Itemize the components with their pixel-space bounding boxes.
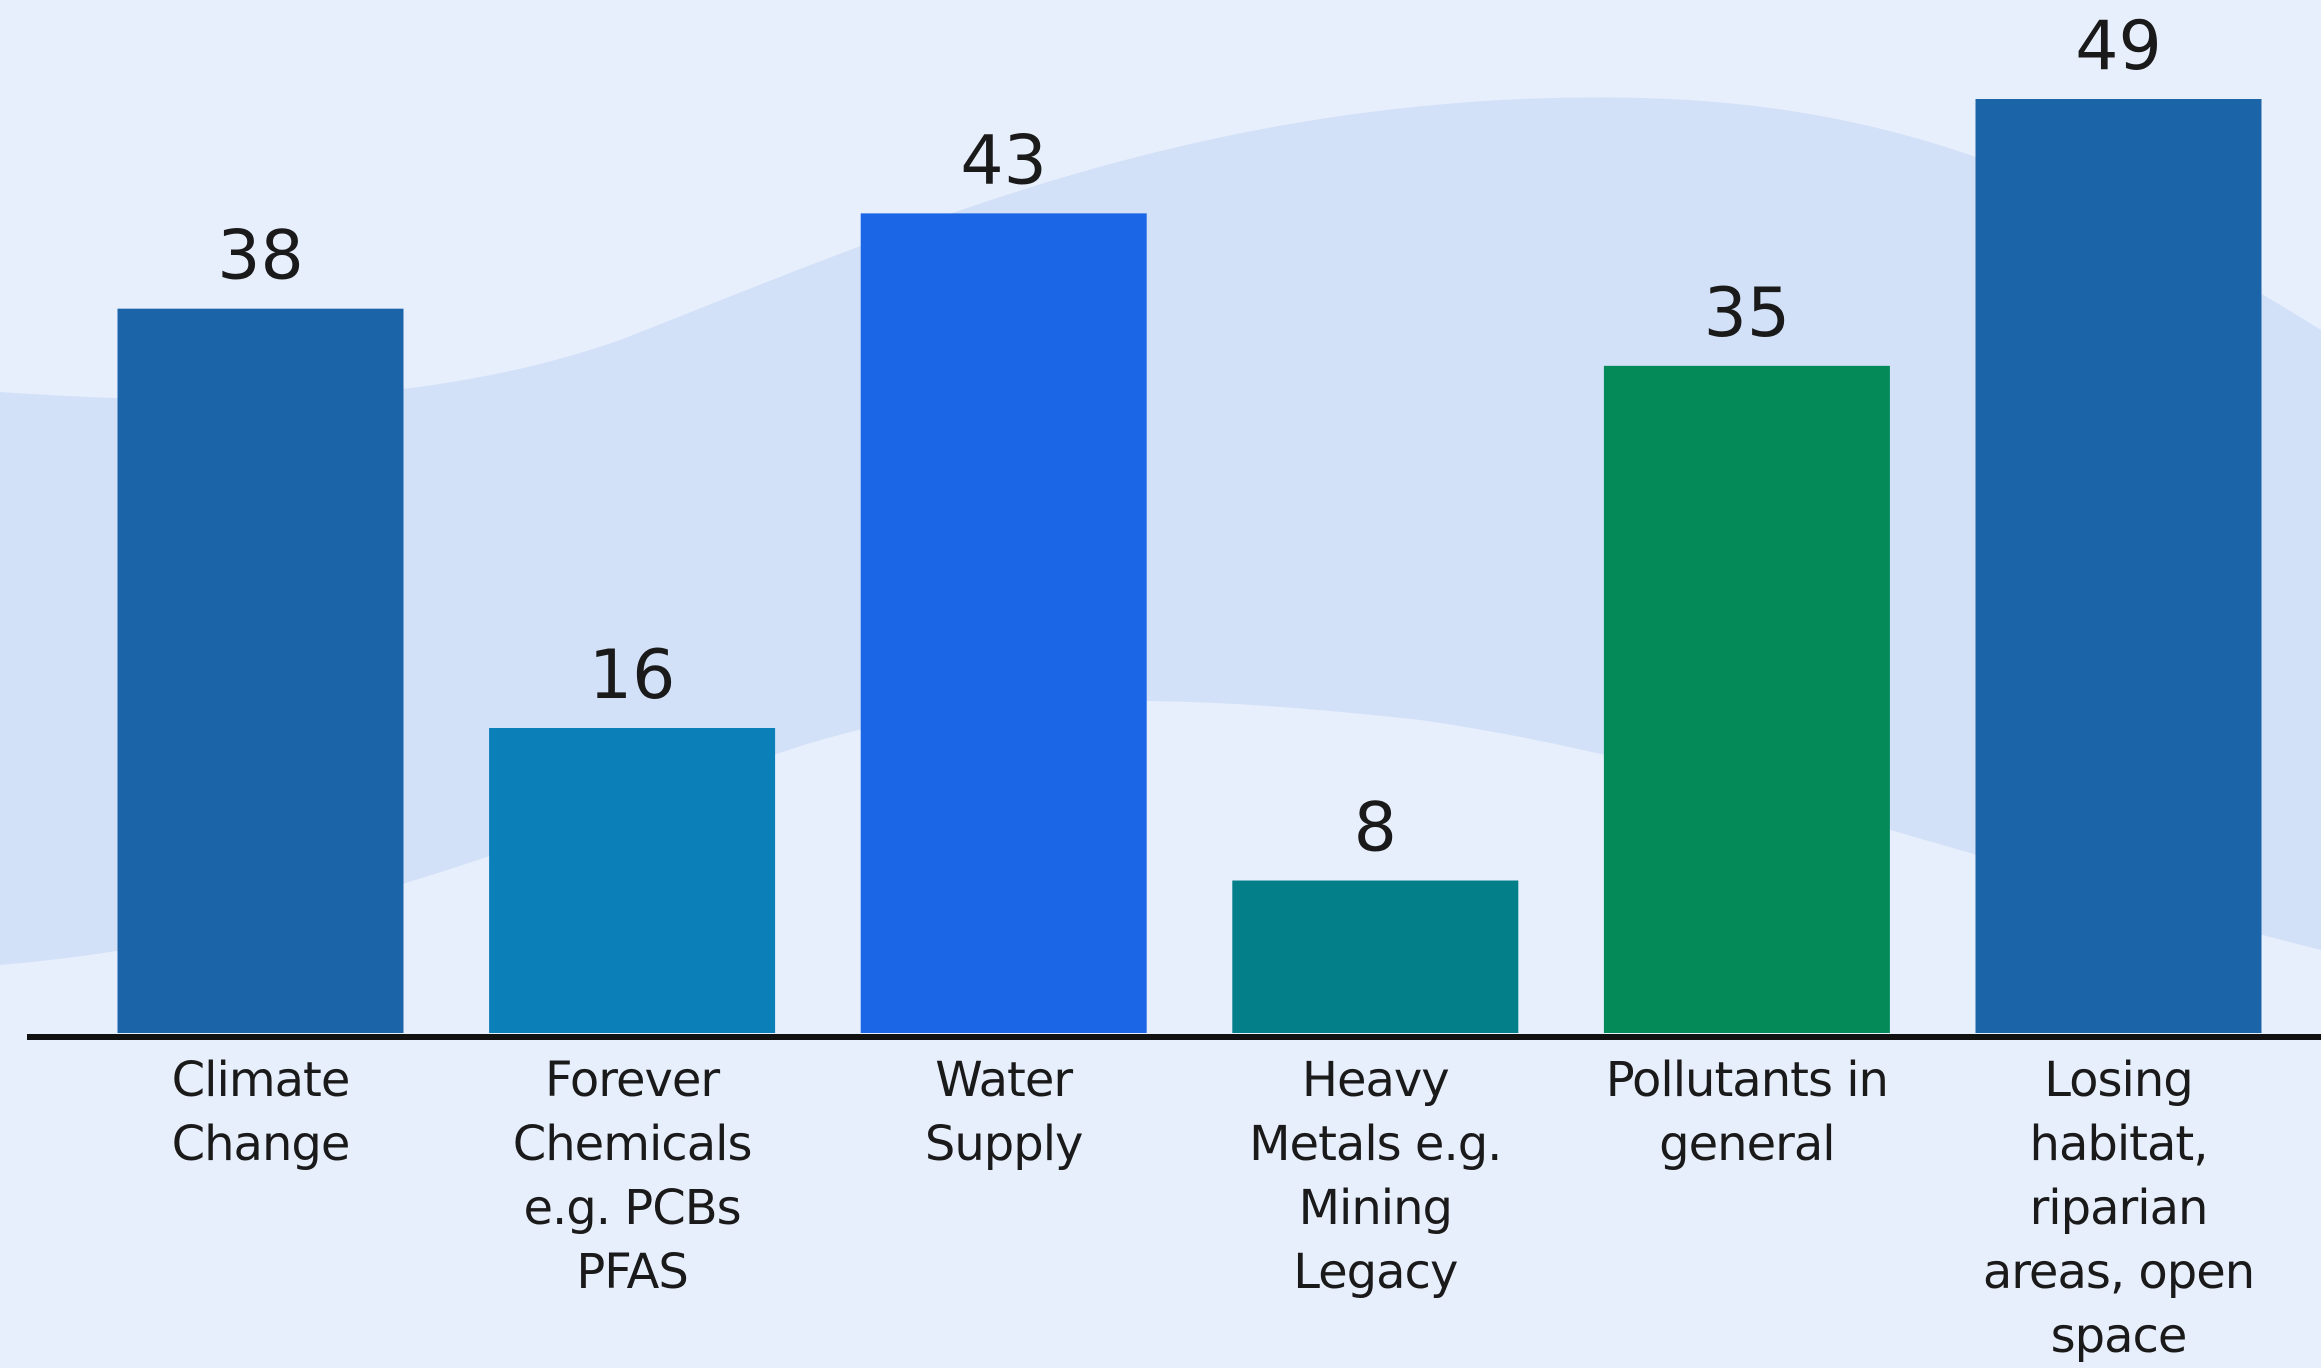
value-label: 49 bbox=[2075, 7, 2162, 86]
x-tick-label: Pollutants in general bbox=[1605, 1052, 1889, 1172]
x-tick-label: Heavy Metals e.g. Mining Legacy bbox=[1249, 1052, 1502, 1300]
x-tick-label: Climate Change bbox=[171, 1052, 351, 1172]
x-tick-label: Losing habitat, riparian areas, open spa… bbox=[1982, 1052, 2255, 1364]
x-tick-label: Water Supply bbox=[924, 1052, 1084, 1172]
value-label: 8 bbox=[1354, 789, 1397, 868]
value-label: 43 bbox=[960, 121, 1047, 200]
bar bbox=[117, 308, 404, 1033]
bar bbox=[1232, 880, 1519, 1033]
bar bbox=[489, 728, 776, 1033]
value-label: 16 bbox=[589, 636, 676, 715]
bar bbox=[860, 213, 1147, 1034]
x-tick-label: Forever Chemicals e.g. PCBs PFAS bbox=[512, 1052, 753, 1300]
value-label: 35 bbox=[1704, 274, 1791, 353]
value-label: 38 bbox=[217, 217, 304, 296]
bar bbox=[1975, 99, 2262, 1033]
bar bbox=[1603, 365, 1890, 1033]
